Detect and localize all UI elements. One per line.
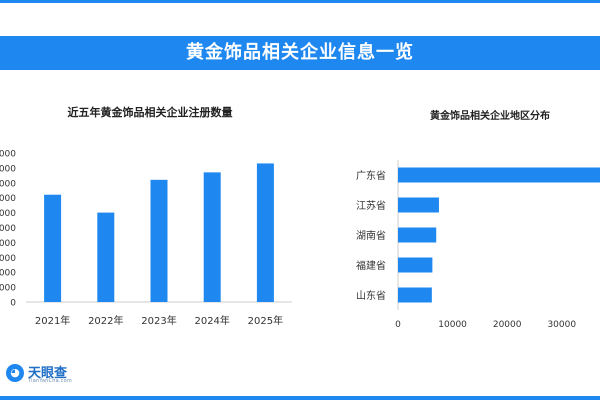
bar-2025年 <box>256 163 274 302</box>
x-tick-label: 2022年 <box>88 314 123 327</box>
y-tick-label: 0000 <box>0 269 16 279</box>
x-tick-label: 2024年 <box>194 314 229 327</box>
x-tick-label: 2025年 <box>248 314 283 327</box>
y-tick-label: 0 <box>10 299 16 309</box>
bar-2022年 <box>97 212 115 302</box>
tianyancha-logo: ◕ 天眼查 TianYanCha.com <box>6 362 96 386</box>
bar-广东省 <box>398 167 600 183</box>
y-tick-label: 0000 <box>0 209 16 219</box>
y-tick-label: 0000 <box>0 239 16 249</box>
y-tick-label: 0000 <box>0 150 16 160</box>
x-tick-label: 0 <box>395 320 401 330</box>
y-tick-label: 0000 <box>0 284 16 294</box>
bar-江苏省 <box>398 197 439 213</box>
bar-2023年 <box>150 179 168 302</box>
y-category-label: 福建省 <box>356 259 386 272</box>
y-tick-label: 0000 <box>0 164 16 174</box>
x-tick-label: 2021年 <box>35 314 70 327</box>
y-category-label: 湖南省 <box>356 229 386 242</box>
top-accent-line <box>0 0 600 3</box>
bar-2021年 <box>44 194 62 302</box>
y-category-label: 江苏省 <box>356 199 386 212</box>
logo-url: TianYanCha.com <box>28 378 72 384</box>
y-tick-label: 0000 <box>0 194 16 204</box>
x-tick-label: 2023年 <box>141 314 176 327</box>
bottom-accent-line <box>0 396 600 400</box>
chart-title: 近五年黄金饰品相关企业注册数量 <box>68 105 233 119</box>
bar-湖南省 <box>398 227 437 243</box>
logo-name: 天眼查 <box>28 366 68 381</box>
y-tick-label: 0000 <box>0 254 16 264</box>
page-title-banner: 黄金饰品相关企业信息一览 <box>0 36 600 70</box>
x-tick-label: 20000 <box>493 320 522 330</box>
bar-2024年 <box>203 172 221 302</box>
y-category-label: 广东省 <box>356 169 386 182</box>
bar-福建省 <box>398 257 433 273</box>
chart-title: 黄金饰品相关企业地区分布 <box>430 109 550 122</box>
x-tick-label: 30000 <box>547 320 576 330</box>
y-tick-label: 0000 <box>0 179 16 189</box>
registrations-bar-chart: 近五年黄金饰品相关企业注册数量 000 000 000 000 000 000 000 000 0… <box>0 105 292 327</box>
y-tick-label: 0000 <box>0 224 16 234</box>
logo-mark-icon: ◕ <box>6 364 24 382</box>
bar-山东省 <box>398 287 432 303</box>
y-category-label: 山东省 <box>356 289 386 302</box>
x-tick-label: 10000 <box>438 320 467 330</box>
